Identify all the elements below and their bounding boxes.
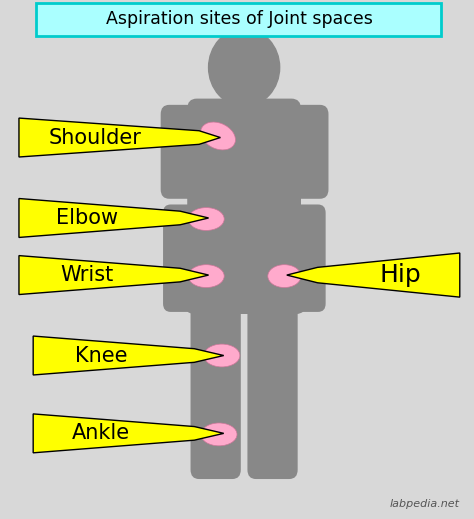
FancyBboxPatch shape bbox=[232, 96, 256, 112]
FancyBboxPatch shape bbox=[281, 105, 328, 199]
Ellipse shape bbox=[188, 265, 224, 288]
FancyBboxPatch shape bbox=[163, 204, 207, 312]
FancyBboxPatch shape bbox=[161, 105, 209, 199]
Text: Ankle: Ankle bbox=[72, 424, 130, 443]
Polygon shape bbox=[19, 118, 220, 157]
Polygon shape bbox=[19, 256, 209, 295]
Text: Knee: Knee bbox=[74, 346, 127, 365]
Text: labpedia.net: labpedia.net bbox=[390, 499, 460, 509]
Text: Aspiration sites of Joint spaces: Aspiration sites of Joint spaces bbox=[106, 10, 373, 28]
Polygon shape bbox=[33, 414, 224, 453]
Ellipse shape bbox=[268, 265, 301, 288]
Ellipse shape bbox=[201, 122, 236, 150]
FancyBboxPatch shape bbox=[185, 244, 306, 314]
FancyBboxPatch shape bbox=[247, 274, 298, 479]
Polygon shape bbox=[287, 253, 460, 297]
Ellipse shape bbox=[201, 423, 237, 446]
Text: Shoulder: Shoulder bbox=[48, 128, 141, 147]
FancyBboxPatch shape bbox=[36, 3, 441, 36]
Polygon shape bbox=[33, 336, 224, 375]
Polygon shape bbox=[19, 199, 209, 238]
Ellipse shape bbox=[188, 208, 224, 230]
Ellipse shape bbox=[204, 344, 240, 367]
Text: Wrist: Wrist bbox=[60, 265, 113, 285]
Polygon shape bbox=[168, 119, 199, 176]
FancyBboxPatch shape bbox=[187, 99, 301, 272]
Text: Elbow: Elbow bbox=[55, 208, 118, 228]
Text: Hip: Hip bbox=[379, 263, 421, 287]
FancyBboxPatch shape bbox=[191, 274, 241, 479]
Circle shape bbox=[209, 29, 280, 106]
FancyBboxPatch shape bbox=[283, 204, 326, 312]
